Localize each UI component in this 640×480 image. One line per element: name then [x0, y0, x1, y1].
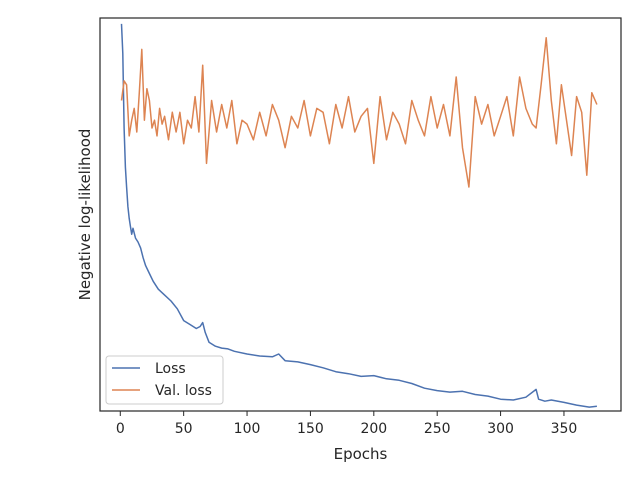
series-line-0 — [120, 23, 597, 408]
legend-label-1: Val. loss — [155, 383, 212, 399]
series-layer — [120, 23, 598, 408]
x-tick-label: 200 — [360, 421, 387, 437]
x-tick-label: 150 — [297, 421, 324, 437]
legend-label-0: Loss — [155, 361, 186, 377]
x-axis: 0 50 100 150 200 250 300 350 — [116, 411, 578, 437]
x-tick-label: 250 — [424, 421, 451, 437]
x-tick-label: 350 — [551, 421, 578, 437]
x-tick-label: 0 — [116, 421, 125, 437]
x-tick-label: 50 — [175, 421, 193, 437]
x-axis-label: Epochs — [334, 445, 388, 463]
legend: Loss Val. loss — [105, 355, 224, 405]
series-line-1 — [120, 36, 598, 188]
x-tick-label: 100 — [234, 421, 261, 437]
y-axis-label: Negative log-likelihood — [76, 129, 94, 301]
plot-frame — [99, 17, 622, 412]
x-tick-label: 300 — [487, 421, 514, 437]
